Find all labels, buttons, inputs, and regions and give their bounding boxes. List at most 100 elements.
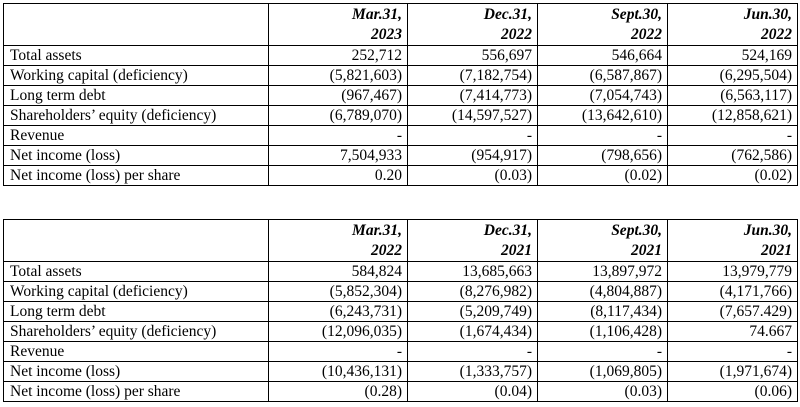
period-header-line2: 2021 [631, 241, 662, 259]
cell-value: 74.667 [667, 321, 798, 342]
row-label: Working capital (deficiency) [3, 281, 269, 302]
table-row: Total assets 584,824 13,685,663 13,897,9… [3, 261, 798, 282]
row-label: Shareholders’ equity (deficiency) [3, 321, 269, 342]
row-label: Net income (loss) [3, 145, 269, 166]
table-row: Shareholders’ equity (deficiency) (6,789… [3, 105, 798, 126]
cell-value: (1,106,428) [537, 321, 668, 342]
cell-value: (6,243,731) [268, 301, 408, 322]
cell-value: (0.04) [407, 381, 538, 402]
header-row: Mar.31, 2022 Dec.31, 2021 Sept.30, 2021 Jun… [3, 219, 798, 262]
header-row: Mar.31, 2023 Dec.31, 2022 Sept.30, 2022 Jun… [3, 3, 798, 46]
row-label: Revenue [3, 125, 269, 146]
cell-value: (8,276,982) [407, 281, 538, 302]
table-row: Long term debt (6,243,731) (5,209,749) (… [3, 301, 798, 322]
cell-value: (6,563,117) [667, 85, 798, 106]
table-row: Long term debt (967,467) (7,414,773) (7,… [3, 85, 798, 106]
table-row: Working capital (deficiency) (5,821,603)… [3, 65, 798, 86]
row-label: Working capital (deficiency) [3, 65, 269, 86]
row-label: Net income (loss) per share [3, 381, 269, 402]
cell-value: (7,182,754) [407, 65, 538, 86]
row-label: Long term debt [3, 301, 269, 322]
period-header-line1: Mar.31, [352, 222, 402, 239]
table-row: Revenue - - - - [3, 341, 798, 362]
cell-value: (7,657.429) [667, 301, 798, 322]
cell-value: - [537, 125, 668, 146]
cell-value: - [268, 341, 408, 362]
cell-value: (13,642,610) [537, 105, 668, 126]
period-header: Mar.31, 2023 [268, 3, 408, 46]
cell-value: (4,804,887) [537, 281, 668, 302]
table-row: Working capital (deficiency) (5,852,304)… [3, 281, 798, 302]
period-header-line1: Sept.30, [611, 222, 662, 239]
period-header: Dec.31, 2022 [407, 3, 538, 46]
cell-value: (14,597,527) [407, 105, 538, 126]
cell-value: (5,821,603) [268, 65, 408, 86]
cell-value: (1,333,757) [407, 361, 538, 382]
period-header-line1: Dec.31, [483, 6, 532, 23]
period-header-line2: 2022 [501, 25, 532, 43]
cell-value: (7,054,743) [537, 85, 668, 106]
cell-value: (6,789,070) [268, 105, 408, 126]
table-row: Net income (loss) (10,436,131) (1,333,75… [3, 361, 798, 382]
period-header-line1: Jun.30, [743, 6, 792, 23]
period-header-line1: Mar.31, [352, 6, 402, 23]
cell-value: (0.02) [537, 165, 668, 186]
period-header-line2: 2022 [631, 25, 662, 43]
period-header: Jun.30, 2022 [667, 3, 798, 46]
period-header-line1: Jun.30, [743, 222, 792, 239]
period-header: Dec.31, 2021 [407, 219, 538, 262]
table-row: Net income (loss) per share 0.20 (0.03) … [3, 165, 798, 186]
cell-value: 524,169 [667, 45, 798, 66]
table-row: Total assets 252,712 556,697 546,664 524… [3, 45, 798, 66]
row-label: Total assets [3, 45, 269, 66]
row-label: Revenue [3, 341, 269, 362]
cell-value: (967,467) [268, 85, 408, 106]
table-row: Shareholders’ equity (deficiency) (12,09… [3, 321, 798, 342]
cell-value: (8,117,434) [537, 301, 668, 322]
cell-value: 584,824 [268, 261, 408, 282]
cell-value: (0.03) [407, 165, 538, 186]
cell-value: (0.28) [268, 381, 408, 402]
period-header: Mar.31, 2022 [268, 219, 408, 262]
financial-table-1: Mar.31, 2023 Dec.31, 2022 Sept.30, 2022 Jun… [3, 3, 798, 186]
row-label: Shareholders’ equity (deficiency) [3, 105, 269, 126]
cell-value: (6,295,504) [667, 65, 798, 86]
cell-value: 546,664 [537, 45, 668, 66]
corner-cell [3, 219, 269, 262]
financial-table-2: Mar.31, 2022 Dec.31, 2021 Sept.30, 2021 Jun… [3, 219, 798, 402]
row-label: Long term debt [3, 85, 269, 106]
cell-value: (954,917) [407, 145, 538, 166]
period-header-line2: 2022 [761, 25, 792, 43]
period-header-line1: Dec.31, [483, 222, 532, 239]
cell-value: (1,971,674) [667, 361, 798, 382]
cell-value: (762,586) [667, 145, 798, 166]
cell-value: (10,436,131) [268, 361, 408, 382]
table-row: Net income (loss) 7,504,933 (954,917) (7… [3, 145, 798, 166]
cell-value: 13,685,663 [407, 261, 538, 282]
cell-value: (0.02) [667, 165, 798, 186]
cell-value: (0.06) [667, 381, 798, 402]
cell-value: (12,096,035) [268, 321, 408, 342]
period-header-line1: Sept.30, [611, 6, 662, 23]
cell-value: (5,209,749) [407, 301, 538, 322]
period-header: Sept.30, 2022 [537, 3, 668, 46]
cell-value: - [537, 341, 668, 362]
cell-value: - [667, 341, 798, 362]
cell-value: 556,697 [407, 45, 538, 66]
cell-value: - [667, 125, 798, 146]
cell-value: 252,712 [268, 45, 408, 66]
row-label: Net income (loss) per share [3, 165, 269, 186]
row-label: Net income (loss) [3, 361, 269, 382]
period-header-line2: 2021 [501, 241, 532, 259]
cell-value: 13,979,779 [667, 261, 798, 282]
cell-value: (5,852,304) [268, 281, 408, 302]
cell-value: 13,897,972 [537, 261, 668, 282]
table-row: Net income (loss) per share (0.28) (0.04… [3, 381, 798, 402]
cell-value: - [268, 125, 408, 146]
period-header-line2: 2021 [761, 241, 792, 259]
cell-value: (6,587,867) [537, 65, 668, 86]
cell-value: - [407, 341, 538, 362]
cell-value: - [407, 125, 538, 146]
cell-value: (1,069,805) [537, 361, 668, 382]
period-header-line2: 2022 [371, 241, 402, 259]
